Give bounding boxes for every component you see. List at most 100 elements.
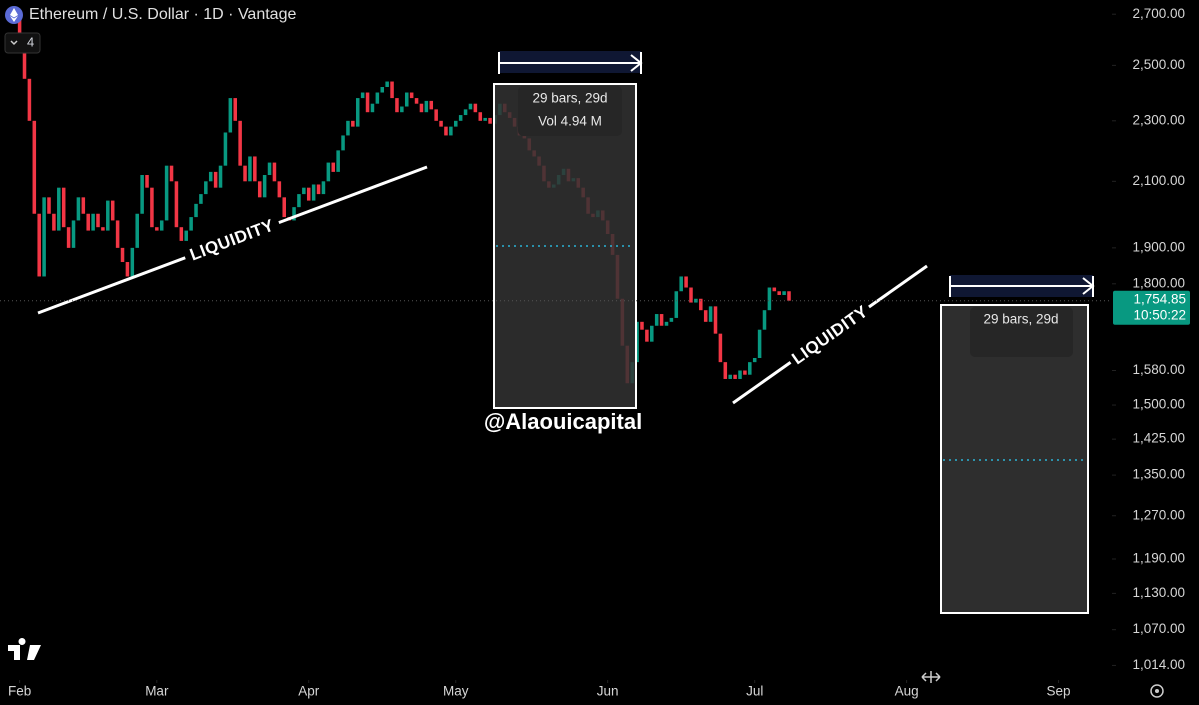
candle-body (708, 306, 713, 322)
candle-body (650, 325, 654, 342)
scale-icon[interactable] (921, 671, 941, 683)
candle-body (370, 103, 375, 113)
candle-body (57, 187, 61, 231)
indicator-count: 4 (27, 34, 34, 49)
candle-body (757, 329, 762, 358)
tv-logo (8, 638, 41, 660)
y-tick-label: 1,190.00 (1132, 551, 1185, 566)
candle-body (262, 175, 267, 198)
candle-body (311, 184, 316, 201)
candle-body (414, 98, 419, 104)
candle-body (341, 135, 345, 151)
y-tick-label: 1,014.00 (1132, 657, 1185, 672)
candle-body (272, 162, 277, 182)
candle-body (125, 262, 130, 277)
candle-body (159, 220, 164, 231)
candle-body (331, 162, 336, 172)
candle-body (458, 115, 463, 121)
candle-body (689, 287, 693, 303)
candle-body (248, 156, 252, 182)
y-tick-label: 1,070.00 (1132, 621, 1185, 636)
candle-body (679, 276, 683, 292)
candle-body (360, 92, 365, 99)
measure-tooltip (518, 86, 622, 136)
coin-glyph (10, 8, 18, 22)
candle-body (47, 197, 51, 214)
x-tick-label: Sep (1047, 684, 1071, 699)
candle-body (316, 184, 321, 195)
candle-body (395, 98, 399, 113)
candle-body (728, 374, 732, 379)
candle-body (71, 220, 76, 248)
candle-body (169, 165, 174, 182)
candle-body (306, 187, 311, 201)
x-tick-label: Aug (895, 684, 919, 699)
candle-body (267, 162, 272, 176)
last-price-box (1113, 290, 1190, 325)
candle-body (640, 321, 644, 330)
y-tick-label: 1,350.00 (1132, 467, 1185, 482)
y-tick-label: 2,300.00 (1132, 112, 1185, 127)
candle-body (463, 109, 468, 116)
candle-body (218, 165, 223, 188)
candle-body (140, 175, 144, 214)
candle-body (257, 181, 262, 198)
candle-body (277, 181, 282, 198)
candle-body (478, 112, 483, 121)
chart-title: Ethereum / U.S. Dollar · 1D · Vantage (29, 6, 296, 23)
candle-body (150, 187, 154, 228)
candle-body (336, 150, 340, 172)
candle-body (733, 374, 737, 379)
candle-body (52, 213, 56, 231)
indicator-toggle[interactable] (4, 32, 41, 54)
candle-body (483, 117, 487, 121)
y-tick-label: 1,130.00 (1132, 585, 1185, 600)
candle-body (449, 126, 453, 136)
candle-body (346, 120, 350, 136)
candle-body (228, 98, 233, 133)
candle-body (355, 98, 360, 127)
measure-volume: Vol 4.94 M (538, 114, 602, 129)
candle-body (199, 194, 203, 204)
candle-body (135, 213, 139, 248)
candle-body (145, 175, 149, 188)
x-tick-label: Jul (746, 684, 763, 699)
settings-icon[interactable] (1150, 684, 1164, 698)
last-price-label: 1,754.85 (1133, 291, 1186, 306)
candle-body (27, 78, 32, 121)
candle-body (243, 165, 247, 182)
candle-body (674, 291, 679, 318)
countdown: 10:50:22 (1133, 307, 1186, 322)
candle-body (302, 187, 306, 195)
candle-body (184, 230, 188, 241)
candle-body (787, 291, 791, 301)
candle-body (115, 220, 120, 248)
candle-body (110, 200, 115, 221)
measure-bars: 29 bars, 29d (532, 91, 607, 106)
candle-body (32, 120, 37, 214)
label-bg (784, 298, 876, 372)
x-tick-label: Mar (145, 684, 169, 699)
y-tick-label: 2,100.00 (1132, 173, 1185, 188)
candle-body (96, 213, 100, 228)
candle-body (204, 181, 208, 195)
candle-body (777, 291, 781, 295)
candle-body (703, 310, 708, 322)
candle-body (282, 197, 287, 218)
candle-body (223, 132, 228, 166)
candle-body (208, 171, 213, 182)
candle-body (718, 333, 723, 363)
candle-body (713, 306, 718, 334)
candle-body (488, 117, 492, 124)
candle-body (91, 213, 95, 231)
candle-body (375, 92, 380, 104)
candle-body (654, 314, 659, 326)
candle-body (404, 92, 409, 107)
candle-body (385, 81, 389, 88)
y-tick-label: 1,580.00 (1132, 362, 1185, 377)
measure-box (493, 83, 637, 409)
candle-body (752, 357, 757, 363)
x-tick-label: Apr (298, 684, 320, 699)
chevron (10, 40, 18, 46)
